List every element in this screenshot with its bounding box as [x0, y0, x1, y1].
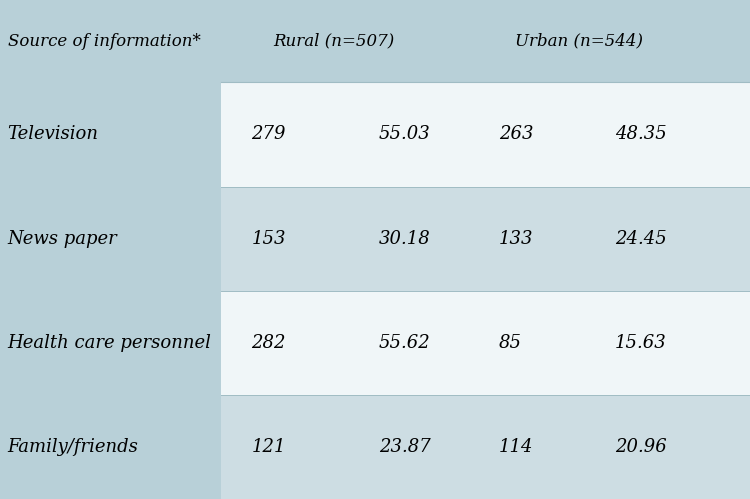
Text: 30.18: 30.18 [379, 230, 430, 248]
Text: 23.87: 23.87 [379, 438, 430, 456]
Text: 114: 114 [499, 438, 533, 456]
Text: 85: 85 [499, 334, 522, 352]
Text: News paper: News paper [8, 230, 117, 248]
Bar [221, 290, 750, 395]
Text: 153: 153 [251, 230, 286, 248]
Text: 282: 282 [251, 334, 286, 352]
Text: 24.45: 24.45 [615, 230, 667, 248]
Text: 279: 279 [251, 125, 286, 143]
Text: Family/friends: Family/friends [8, 438, 138, 456]
Text: 133: 133 [499, 230, 533, 248]
Text: 55.62: 55.62 [379, 334, 430, 352]
Text: Source of information*: Source of information* [8, 32, 200, 50]
Text: Rural (n=507): Rural (n=507) [273, 32, 394, 50]
Text: Urban (n=544): Urban (n=544) [515, 32, 644, 50]
Text: Health care personnel: Health care personnel [8, 334, 211, 352]
Text: Television: Television [8, 125, 98, 143]
Bar [221, 395, 750, 499]
Text: 48.35: 48.35 [615, 125, 667, 143]
Bar [221, 82, 750, 187]
Bar [0, 0, 750, 82]
Text: 55.03: 55.03 [379, 125, 430, 143]
Text: 121: 121 [251, 438, 286, 456]
Bar [221, 187, 750, 290]
Text: 15.63: 15.63 [615, 334, 667, 352]
Text: 20.96: 20.96 [615, 438, 667, 456]
Text: 263: 263 [499, 125, 533, 143]
